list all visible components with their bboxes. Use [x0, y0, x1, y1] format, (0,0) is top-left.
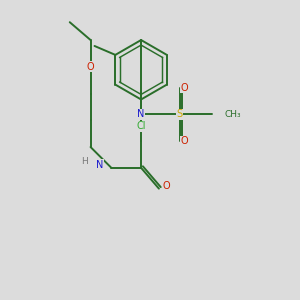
- Text: CH₃: CH₃: [224, 110, 241, 119]
- Text: N: N: [137, 109, 145, 119]
- Text: O: O: [87, 62, 94, 72]
- Text: H: H: [81, 158, 88, 166]
- Text: O: O: [163, 181, 170, 191]
- Text: O: O: [180, 136, 188, 146]
- Text: O: O: [180, 82, 188, 93]
- Text: S: S: [177, 109, 183, 119]
- Text: N: N: [96, 160, 103, 170]
- Text: Cl: Cl: [136, 121, 146, 131]
